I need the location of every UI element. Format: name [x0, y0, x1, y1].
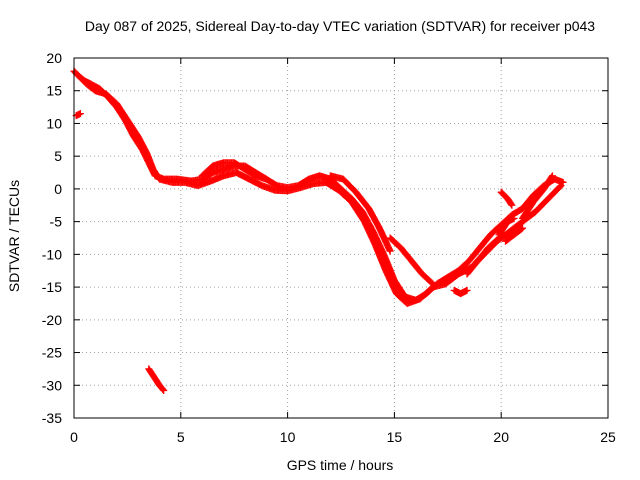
data-point: [508, 201, 516, 209]
ticks: [73, 57, 609, 419]
y-tick-label: 0: [54, 181, 62, 197]
data-point: [160, 387, 168, 395]
data-point: [556, 183, 564, 191]
x-tick-label: 10: [280, 429, 296, 445]
x-axis-label: GPS time / hours: [287, 457, 394, 473]
y-tick-label: -20: [42, 312, 62, 328]
data-point: [557, 182, 565, 190]
data-point: [386, 247, 394, 255]
data-point: [494, 235, 502, 243]
data-point: [548, 172, 556, 180]
data-point: [159, 385, 167, 393]
y-tick-label: -10: [42, 246, 62, 262]
y-tick-label: 15: [46, 83, 62, 99]
x-tick-label: 0: [70, 429, 78, 445]
y-tick-label: -30: [42, 377, 62, 393]
y-tick-label: -25: [42, 345, 62, 361]
data-point: [507, 200, 515, 208]
data-point: [76, 110, 84, 118]
data-point: [463, 286, 471, 294]
y-axis-label: SDTVAR / TECUs: [6, 180, 22, 292]
data-point: [519, 224, 527, 232]
y-tick-label: 10: [46, 115, 62, 131]
grid: [74, 58, 608, 418]
x-tick-label: 15: [387, 429, 403, 445]
y-tick-label: -15: [42, 279, 62, 295]
data-point: [548, 173, 556, 181]
y-tick-label: 5: [54, 148, 62, 164]
data-points: [70, 67, 567, 395]
x-tick-label: 20: [493, 429, 509, 445]
x-tick-label: 5: [177, 429, 185, 445]
plot-frame: [73, 57, 609, 419]
chart-title: Day 087 of 2025, Sidereal Day-to-day VTE…: [85, 18, 595, 34]
y-tick-label: 20: [46, 50, 62, 66]
y-tick-label: -5: [50, 214, 63, 230]
data-point: [510, 214, 518, 222]
data-point: [429, 280, 437, 288]
tick-labels: 0 5 10 15 20 25 20 15 10 5 0 -5 -10 -15 -20 -25 -30 -35: [42, 50, 616, 445]
x-tick-label: 25: [600, 429, 616, 445]
y-tick-label: -35: [42, 410, 62, 426]
data-point: [428, 279, 436, 287]
data-point: [262, 175, 270, 183]
data-point: [517, 225, 525, 233]
